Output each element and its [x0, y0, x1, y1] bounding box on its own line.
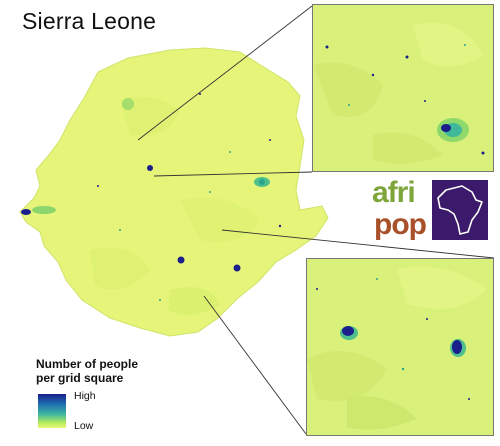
settlement-makeni — [147, 165, 153, 171]
inset-bottom-settlement-east — [452, 340, 462, 354]
legend-title-line2: per grid square — [36, 371, 124, 385]
legend-title: Number of people per grid square — [36, 357, 138, 385]
inset-map-top — [312, 4, 494, 172]
settlement-freetown — [21, 209, 31, 215]
legend-low-label: Low — [74, 420, 94, 432]
settlement-bo — [177, 256, 185, 264]
map-title: Sierra Leone — [22, 8, 157, 34]
logo-pop-text: pop — [374, 208, 427, 241]
legend-title-line1: Number of people — [36, 357, 139, 371]
africa-icon — [432, 180, 488, 240]
inset-top-settlement — [441, 124, 451, 132]
inset-bottom-settlement-west — [342, 326, 354, 336]
legend-high-label: High — [74, 390, 96, 402]
inset-map-bottom — [306, 258, 494, 436]
afripop-logo: afri pop — [372, 178, 488, 242]
settlement-kenema — [233, 264, 241, 272]
legend-color-ramp — [38, 394, 66, 428]
logo-afri-text: afri — [372, 176, 416, 209]
